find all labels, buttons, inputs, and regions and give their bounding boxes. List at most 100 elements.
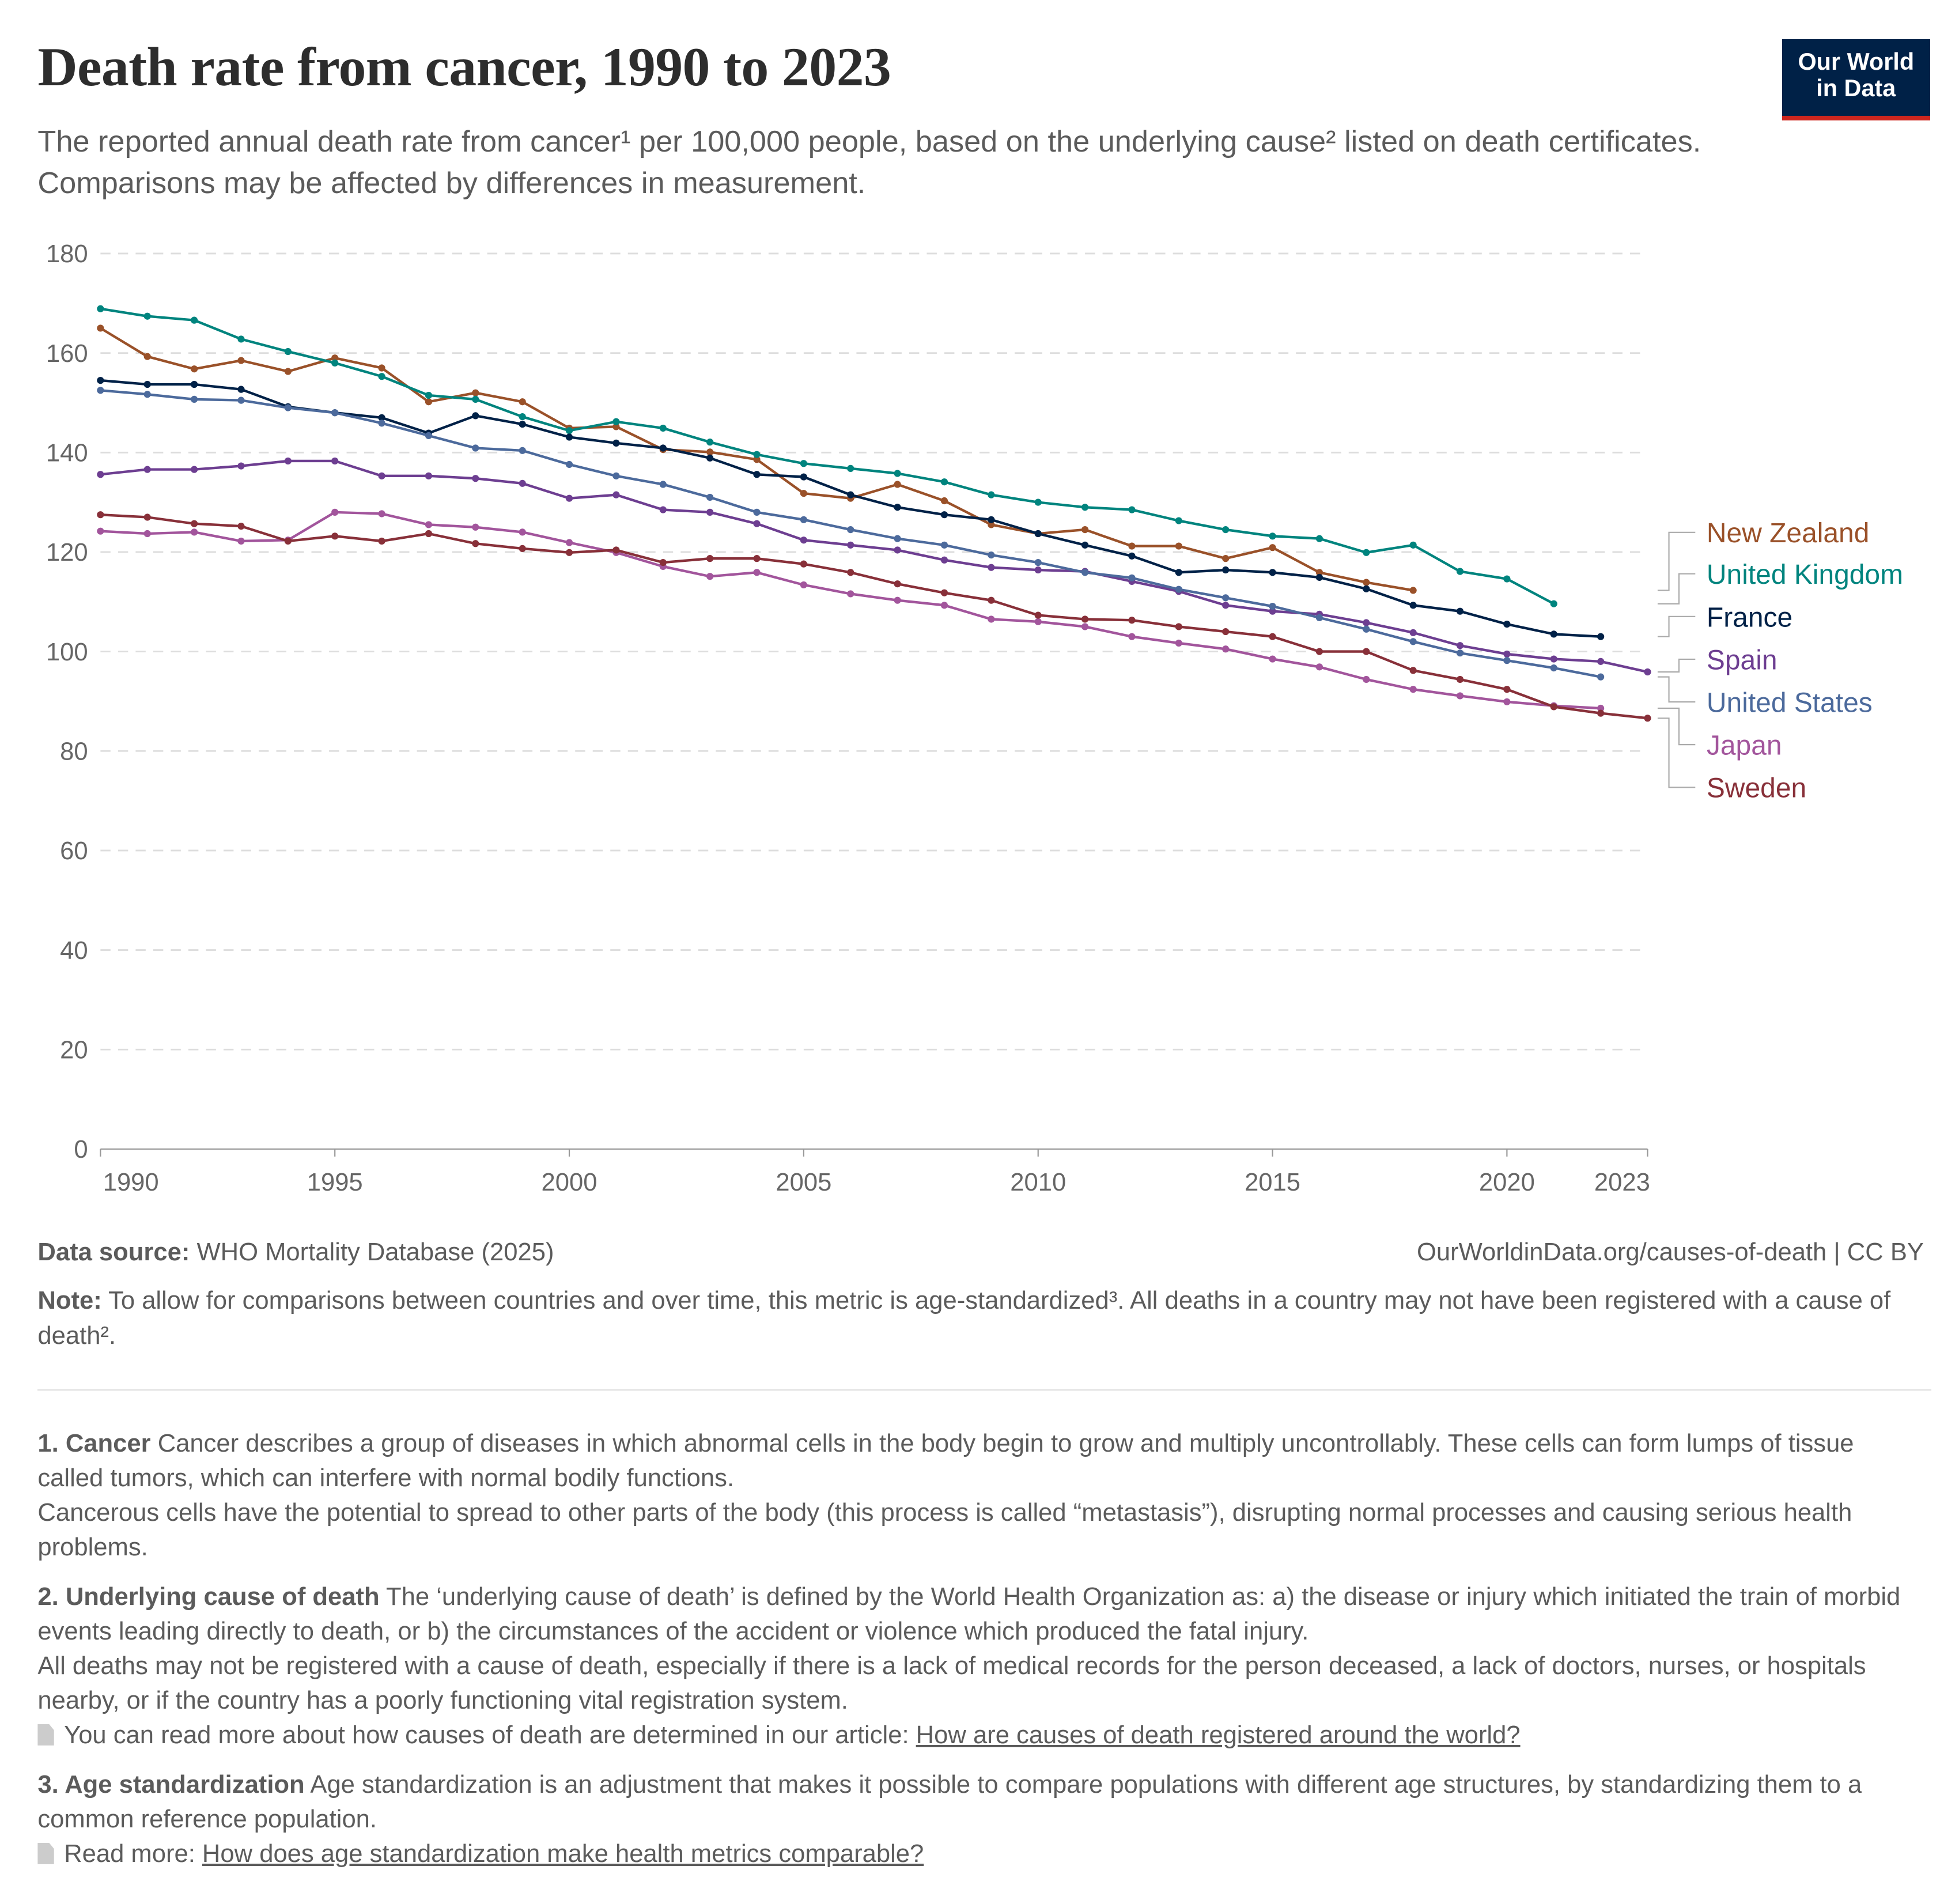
data-point (1503, 686, 1511, 693)
data-point (378, 473, 385, 480)
data-point (1269, 655, 1276, 663)
data-point (940, 478, 948, 486)
x-tick-label: 1995 (307, 1169, 363, 1196)
data-point (1222, 566, 1230, 574)
line-chart: 0 20 40 60 80 100 120 140 160 180 1990 1995 2000 2005… (46, 241, 1903, 1197)
data-point (1128, 575, 1136, 582)
data-point (659, 506, 667, 513)
data-point (894, 596, 901, 605)
credit-link[interactable]: OurWorldinData.org/causes-of-death | CC … (1416, 1238, 1924, 1266)
data-point (800, 516, 807, 524)
data-point (800, 581, 807, 589)
data-point (237, 396, 245, 405)
data-point (800, 560, 807, 568)
series-line-sweden (100, 513, 1648, 720)
article-link[interactable]: How does age standardization make health… (202, 1839, 924, 1868)
data-point (706, 448, 714, 456)
legend-label: France (1707, 603, 1792, 633)
data-point (378, 420, 385, 427)
data-point (143, 513, 151, 521)
data-point (97, 387, 104, 394)
data-point (378, 414, 385, 422)
data-point (940, 511, 948, 519)
data-point (190, 381, 198, 388)
data-point (988, 491, 995, 499)
data-point (847, 542, 854, 549)
data-point (425, 392, 433, 399)
data-point (1409, 602, 1417, 609)
data-point (753, 555, 761, 562)
data-point (659, 425, 667, 432)
data-point (612, 473, 620, 480)
legend-connector (1657, 616, 1696, 638)
data-point (1315, 535, 1323, 543)
x-tick-label: 2015 (1245, 1169, 1300, 1196)
data-point (847, 526, 854, 534)
footnote-text: You can read more about how causes of de… (64, 1721, 909, 1749)
data-point (190, 316, 198, 324)
data-point (565, 549, 573, 557)
data-point (940, 556, 948, 564)
data-point (1034, 530, 1042, 538)
data-point (612, 546, 620, 554)
data-point (1363, 619, 1370, 626)
data-point (1363, 579, 1370, 587)
data-point (519, 413, 526, 421)
data-point (753, 569, 761, 576)
data-point (706, 439, 714, 446)
footnote-cancer: 1. Cancer Cancer describes a group of di… (37, 1427, 1921, 1565)
legend-label: United States (1707, 688, 1873, 719)
y-tick-label: 60 (60, 837, 88, 865)
data-point (1503, 698, 1511, 706)
data-point (1597, 673, 1605, 681)
data-point (284, 404, 292, 411)
y-tick-label: 180 (46, 241, 88, 269)
data-point (565, 539, 573, 546)
y-tick-label: 100 (46, 639, 88, 666)
footnotes: 1. Cancer Cancer describes a group of di… (37, 1427, 1921, 1887)
data-point (237, 386, 245, 394)
data-point (331, 409, 339, 417)
data-point (940, 542, 948, 549)
data-point (425, 521, 433, 528)
data-point (190, 396, 198, 403)
article-link[interactable]: How are causes of death registered aroun… (916, 1721, 1521, 1749)
data-point (753, 456, 761, 463)
data-point (425, 398, 433, 406)
footnote-label: 1. Cancer (37, 1429, 151, 1457)
data-point (519, 528, 526, 536)
data-point (237, 462, 245, 470)
data-point (331, 532, 339, 540)
data-point (97, 324, 104, 332)
x-tick-label: 2005 (776, 1169, 831, 1196)
data-point (565, 427, 573, 435)
data-point (284, 368, 292, 375)
data-point (988, 564, 995, 572)
data-point (472, 540, 479, 547)
data-point (847, 590, 854, 598)
data-point (1222, 594, 1230, 602)
legend-connector (1657, 573, 1696, 605)
footnote-text: Age standardization is an adjustment tha… (37, 1770, 1862, 1833)
data-point (1269, 633, 1276, 641)
note-text: To allow for comparisons between countri… (37, 1287, 1891, 1350)
footnote-text: Cancerous cells have the potential to sp… (37, 1498, 1852, 1561)
source-label: Data source: (37, 1238, 190, 1266)
y-tick-label: 160 (46, 340, 88, 368)
data-point (143, 466, 151, 474)
data-point (1550, 630, 1557, 638)
data-point (940, 497, 948, 505)
legend-label: Japan (1707, 731, 1782, 761)
data-point (97, 527, 104, 535)
owid-logo[interactable]: Our World in Data (1782, 39, 1930, 121)
data-point (237, 538, 245, 545)
data-point (97, 305, 104, 313)
y-tick-label: 20 (60, 1037, 88, 1064)
data-point (1363, 625, 1370, 633)
legend-label: United Kingdom (1707, 560, 1903, 590)
data-point (519, 398, 526, 406)
data-point (331, 354, 339, 362)
data-point (1315, 569, 1323, 576)
data-point (190, 365, 198, 373)
data-point (472, 444, 479, 452)
